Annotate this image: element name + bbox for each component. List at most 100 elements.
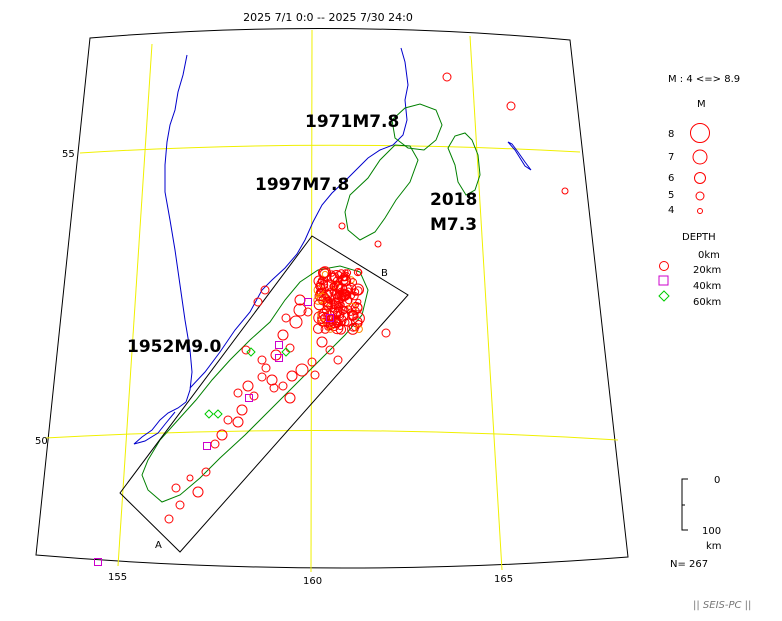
epicenter-shallow <box>326 272 338 284</box>
legend-mag-4-symbol <box>697 208 703 214</box>
epicenter-shallow <box>216 429 228 441</box>
rupture-1952 <box>141 265 369 503</box>
legend-mag-title: M <box>697 99 706 110</box>
epicenter-shallow <box>333 355 343 365</box>
epicenter-shallow <box>313 299 325 311</box>
annotation-2018-mag: M7.3 <box>430 215 477 235</box>
epicenter-shallow <box>257 355 267 365</box>
epicenter-shallow <box>313 311 327 325</box>
epicenter-shallow <box>233 388 243 398</box>
epicenter-deep <box>281 347 291 357</box>
lat-label-50: 50 <box>35 436 48 447</box>
epicenter-shallow <box>316 292 328 304</box>
epicenter-shallow <box>381 328 391 338</box>
annotation-1997: 1997M7.8 <box>255 175 349 195</box>
section-label-a: A <box>155 540 162 551</box>
epicenter-shallow <box>281 313 291 323</box>
epicenter-shallow <box>261 363 271 373</box>
epicenter-shallow <box>335 324 347 335</box>
epicenter-shallow <box>340 283 353 296</box>
legend-depth-20-symbol <box>659 261 669 271</box>
legend-mag-6: 6 <box>668 173 674 184</box>
section-label-b: B <box>381 268 388 279</box>
epicenter-shallow <box>289 315 303 329</box>
legend-mag-8: 8 <box>668 129 674 140</box>
epicenter-mid-depth <box>245 394 253 402</box>
epicenter-shallow <box>506 101 516 111</box>
epicenter-shallow <box>335 283 348 295</box>
legend-magnitudes: 8 7 6 5 4 <box>668 123 710 216</box>
epicenter-shallow <box>223 415 233 425</box>
epicenter-shallow <box>374 240 382 248</box>
lon-label-160: 160 <box>303 576 322 587</box>
epicenter-shallow <box>320 277 329 286</box>
epicenter-shallow <box>164 514 174 524</box>
epicenter-shallow <box>328 298 336 305</box>
map-title: 2025 7/1 0:0 -- 2025 7/30 24:0 <box>243 11 413 24</box>
software-credit: || SEIS-PC || <box>693 600 751 611</box>
epicenter-shallow <box>303 307 313 317</box>
epicenter-shallow <box>286 370 298 382</box>
rupture-2018 <box>447 132 481 196</box>
legend-depth-0: 0km <box>698 250 720 261</box>
legend-depths: 0km 20km 40km 60km <box>658 250 721 308</box>
depth-scale-unit: km <box>706 541 722 552</box>
epicenter-shallow <box>325 345 335 355</box>
epicenter-shallow <box>316 278 328 291</box>
epicenter-shallow <box>269 383 279 393</box>
epicenter-mid-depth <box>203 442 211 450</box>
epicenter-shallow <box>348 278 358 287</box>
epicenter-shallow <box>278 381 288 391</box>
epicenter-mid-depth <box>275 354 283 362</box>
epicenter-shallow <box>351 283 364 296</box>
legend-mag-5: 5 <box>668 190 674 201</box>
epicenter-shallow <box>337 305 348 315</box>
epicenter-shallow <box>171 483 181 493</box>
legend-depth-60-symbol <box>658 290 670 302</box>
legend-depth-title: DEPTH <box>682 232 716 243</box>
epicenter-shallow <box>201 467 211 477</box>
epicenter-shallow <box>307 357 317 367</box>
epicenter-shallow <box>338 289 351 301</box>
epicenter-shallow <box>345 282 357 294</box>
epicenter-shallow <box>175 500 185 510</box>
epicenter-shallow <box>333 293 343 302</box>
legend-depth-40: 40km <box>693 281 721 292</box>
epicenter-shallow <box>260 285 270 295</box>
epicenter-deep <box>246 347 256 357</box>
epicenter-deep <box>204 409 214 419</box>
epicenter-shallow <box>348 322 358 332</box>
epicenter-shallow <box>232 416 244 428</box>
epicenter-shallow <box>561 187 569 195</box>
epicenter-shallow <box>310 370 320 380</box>
epicenter-shallow <box>284 392 296 404</box>
epicenter-shallow <box>266 374 278 386</box>
legend-depth-60: 60km <box>693 297 721 308</box>
coastline <box>133 47 532 445</box>
epicenter-shallow <box>338 274 351 287</box>
epicenter-shallow <box>253 297 263 307</box>
epicenter-shallow <box>257 372 267 382</box>
epicenter-shallow <box>321 270 329 278</box>
event-count: N= 267 <box>670 559 708 570</box>
epicenter-shallow <box>242 380 254 392</box>
epicenter-shallow <box>325 296 332 304</box>
legend-mag-4: 4 <box>668 205 674 216</box>
legend-mag-6-symbol <box>694 172 706 184</box>
legend-mag-7: 7 <box>668 152 674 163</box>
legend-mag-8-symbol <box>690 123 710 143</box>
epicenter-shallow <box>355 325 363 334</box>
section-box <box>119 235 409 553</box>
legend-depth-40-symbol <box>658 275 669 286</box>
epicenter-shallow <box>236 404 248 416</box>
lat-label-55: 55 <box>62 149 75 160</box>
epicenter-shallow <box>192 486 204 498</box>
epicenter-shallow <box>327 326 334 333</box>
epicenter-mid-depth <box>275 341 283 349</box>
epicenter-shallow <box>186 474 194 482</box>
rupture-1997 <box>344 144 419 241</box>
annotation-1952: 1952M9.0 <box>127 337 222 357</box>
annotation-2018-year: 2018 <box>430 190 477 210</box>
epicenter-shallow <box>249 391 259 401</box>
